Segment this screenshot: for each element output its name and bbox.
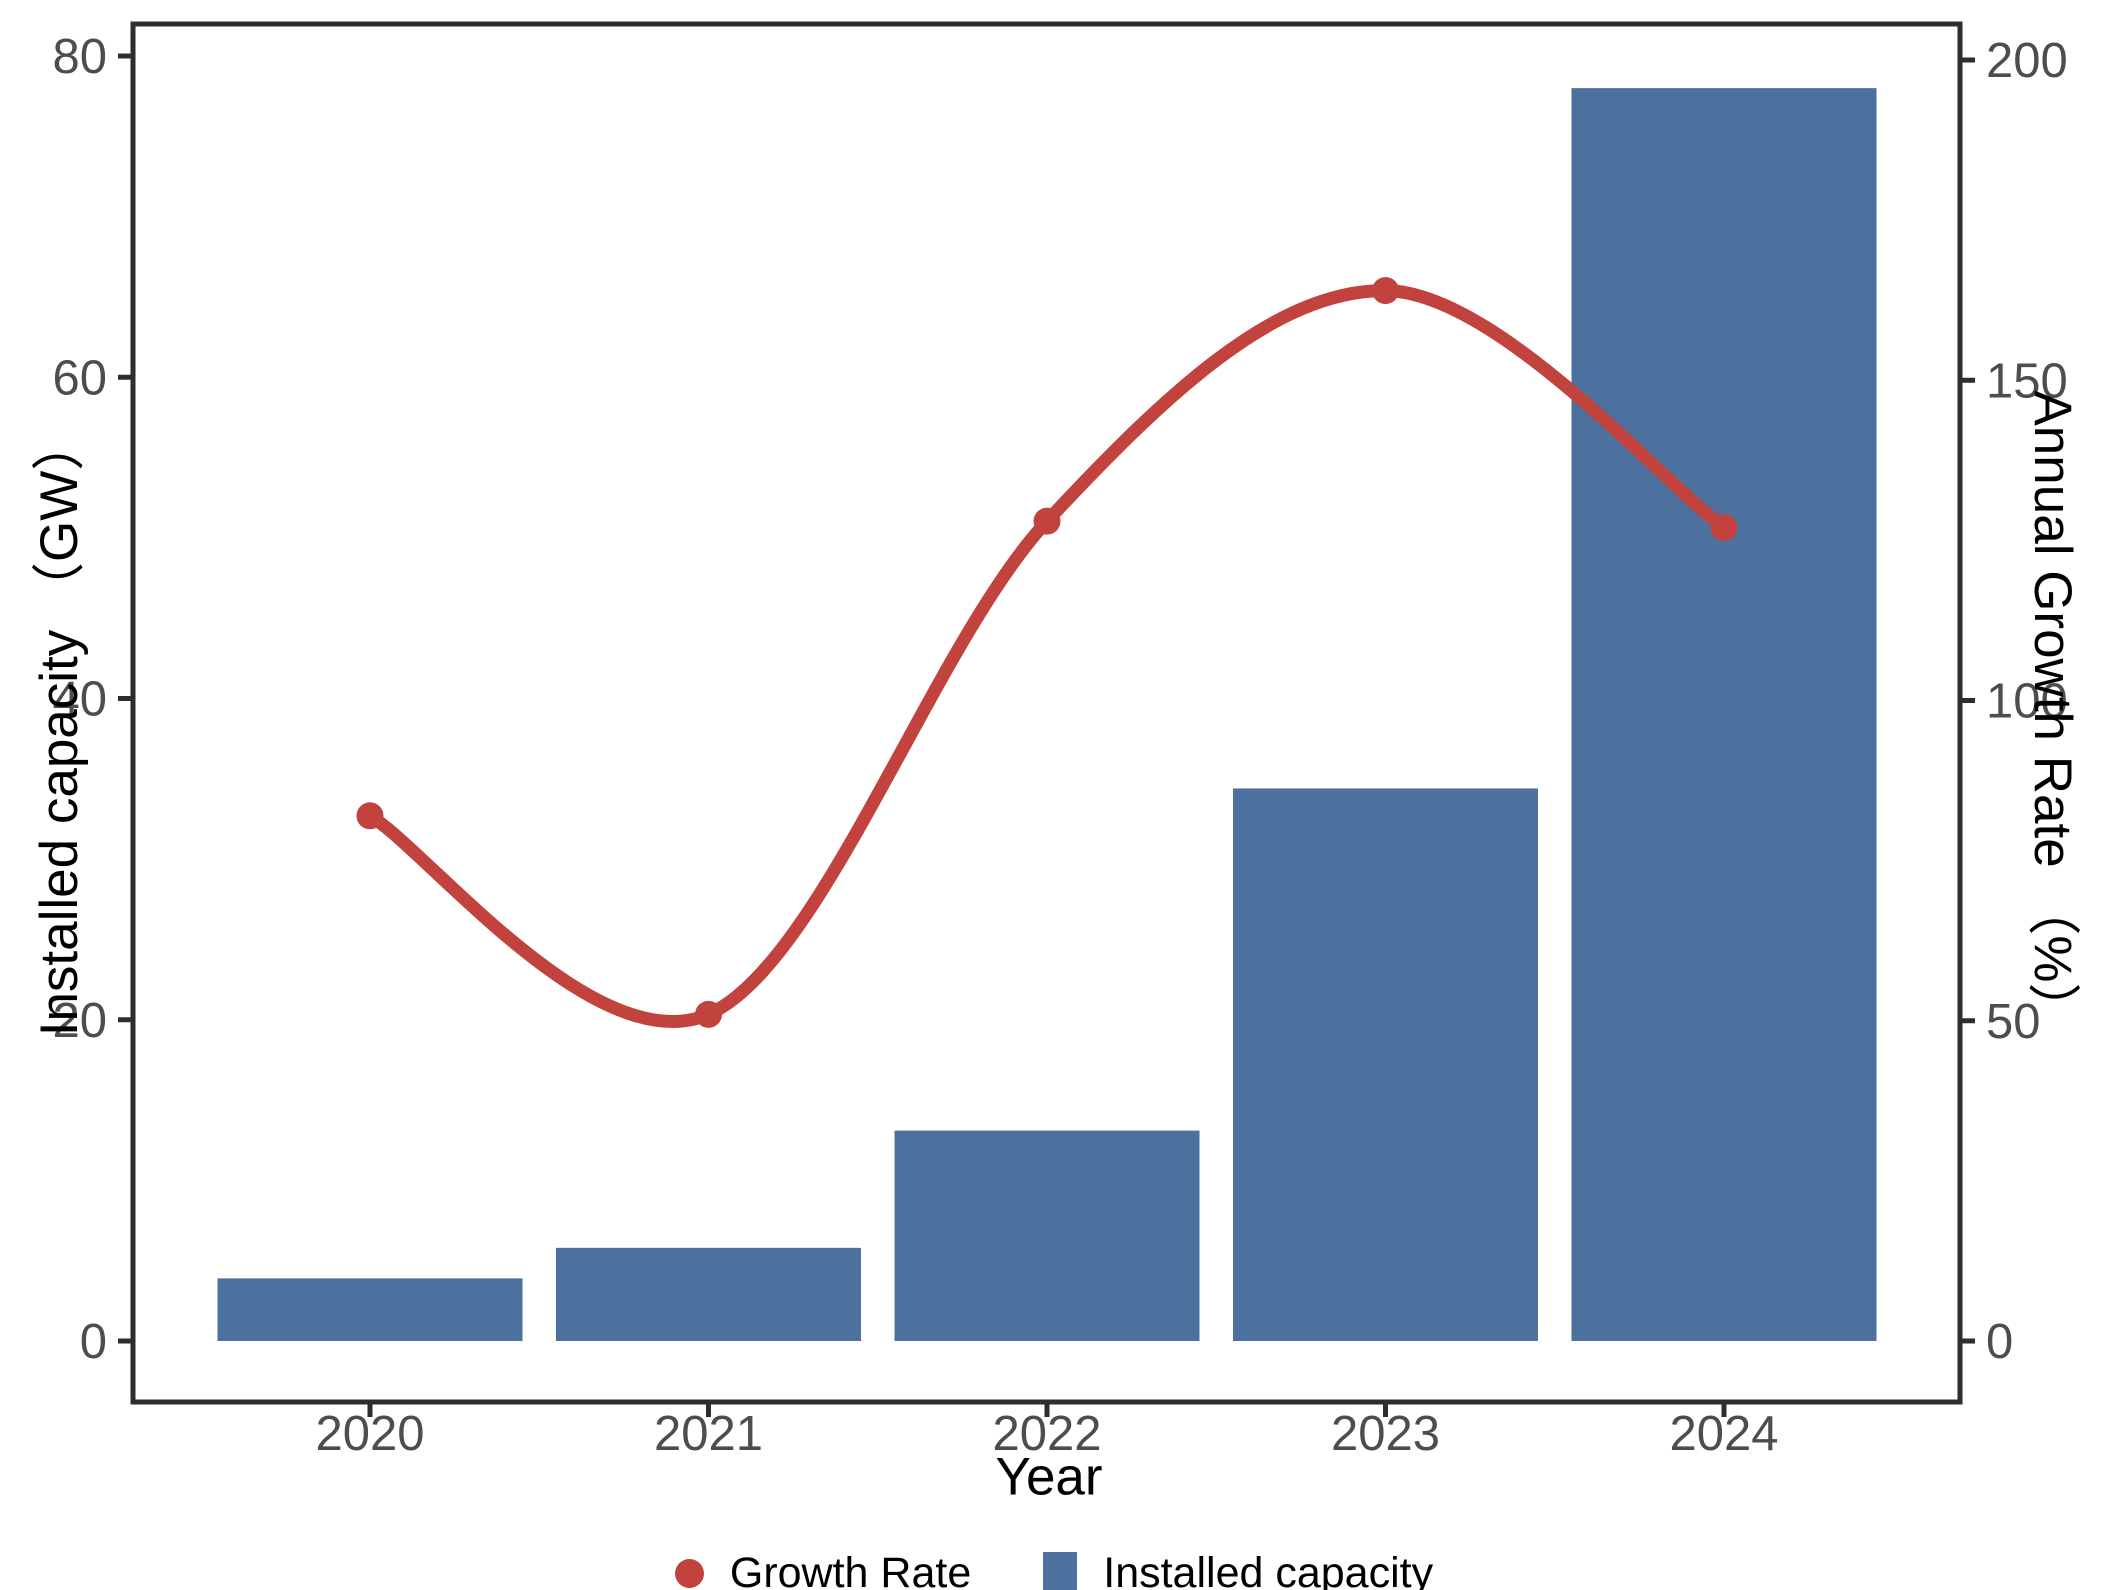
y-axis-right-title: Annual Growth Rate （%） xyxy=(2023,390,2082,1036)
capacity-bar-2023 xyxy=(1233,788,1538,1341)
capacity-bar-2024 xyxy=(1571,88,1877,1341)
y-left-tick-label: 80 xyxy=(52,30,107,84)
y-right-tick-label: 0 xyxy=(1986,1315,2013,1369)
x-axis-title: Year xyxy=(995,1447,1103,1507)
capacity-bar-2020 xyxy=(217,1278,523,1341)
growth-rate-point-2024 xyxy=(1710,514,1738,542)
legend: Growth Rate Installed capacity xyxy=(0,1540,2108,1590)
growth-rate-line xyxy=(363,284,1731,1029)
x-tick-label: 2023 xyxy=(1331,1407,1440,1461)
y-axis-left-title: Installed capacity （GW） xyxy=(30,417,89,1037)
growth-rate-legend-marker-icon xyxy=(674,1558,704,1588)
growth-rate-point-2021 xyxy=(695,1000,722,1028)
legend-item-installed-capacity: Installed capacity xyxy=(1043,1548,1434,1590)
legend-label-installed-capacity: Installed capacity xyxy=(1103,1548,1434,1590)
y-left-tick-label: 60 xyxy=(52,351,107,405)
x-tick-label: 2022 xyxy=(992,1407,1101,1461)
y-right-tick-label: 50 xyxy=(1986,995,2041,1049)
y-right-tick-label: 150 xyxy=(1986,354,2068,408)
y-right-tick-label: 100 xyxy=(1986,675,2068,729)
growth-rate-point-2020 xyxy=(356,802,384,830)
x-tick-label: 2020 xyxy=(315,1407,424,1461)
x-tick-label: 2021 xyxy=(654,1407,763,1461)
x-tick-label: 2024 xyxy=(1669,1407,1778,1461)
y-right-tick-label: 200 xyxy=(1986,34,2068,88)
legend-item-growth-rate: Growth Rate xyxy=(674,1548,972,1590)
y-left-tick-label: 20 xyxy=(52,994,107,1048)
legend-label-growth-rate: Growth Rate xyxy=(729,1548,972,1590)
y-left-tick-label: 0 xyxy=(80,1315,107,1369)
growth-rate-point-2022 xyxy=(1033,507,1061,535)
y-left-tick-label: 40 xyxy=(52,673,107,727)
installed-capacity-legend-marker-icon xyxy=(1043,1552,1078,1590)
capacity-bar-2021 xyxy=(556,1247,861,1341)
capacity-bar-2022 xyxy=(894,1130,1200,1341)
growth-rate-point-2023 xyxy=(1372,277,1399,305)
